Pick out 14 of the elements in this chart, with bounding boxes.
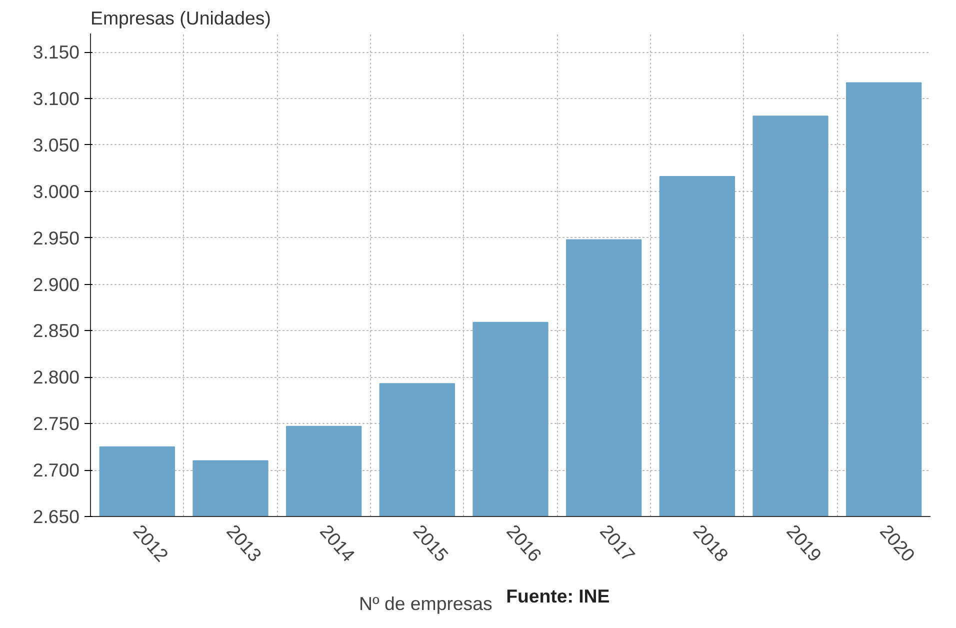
source-note: Fuente: INE	[506, 586, 610, 606]
y-tick-label: 2.800	[32, 366, 80, 388]
y-tick-label: 2.950	[32, 227, 80, 248]
y-tick-label: 3.050	[32, 134, 80, 156]
y-tick-label: 3.000	[32, 180, 80, 202]
y-tick-label: 3.100	[32, 88, 80, 110]
y-tick-label: 2.850	[32, 320, 80, 342]
y-tick-label: 2.650	[32, 506, 80, 527]
y-tick-label: 2.900	[32, 274, 80, 295]
text: Nº de empresas	[359, 593, 492, 615]
y-tick-label: 2.700	[32, 460, 80, 481]
y-tick-label: 2.750	[32, 413, 80, 434]
y-tick-label: 3.150	[32, 42, 80, 63]
y-axis-title: Empresas (Unidades)	[90, 8, 271, 28]
